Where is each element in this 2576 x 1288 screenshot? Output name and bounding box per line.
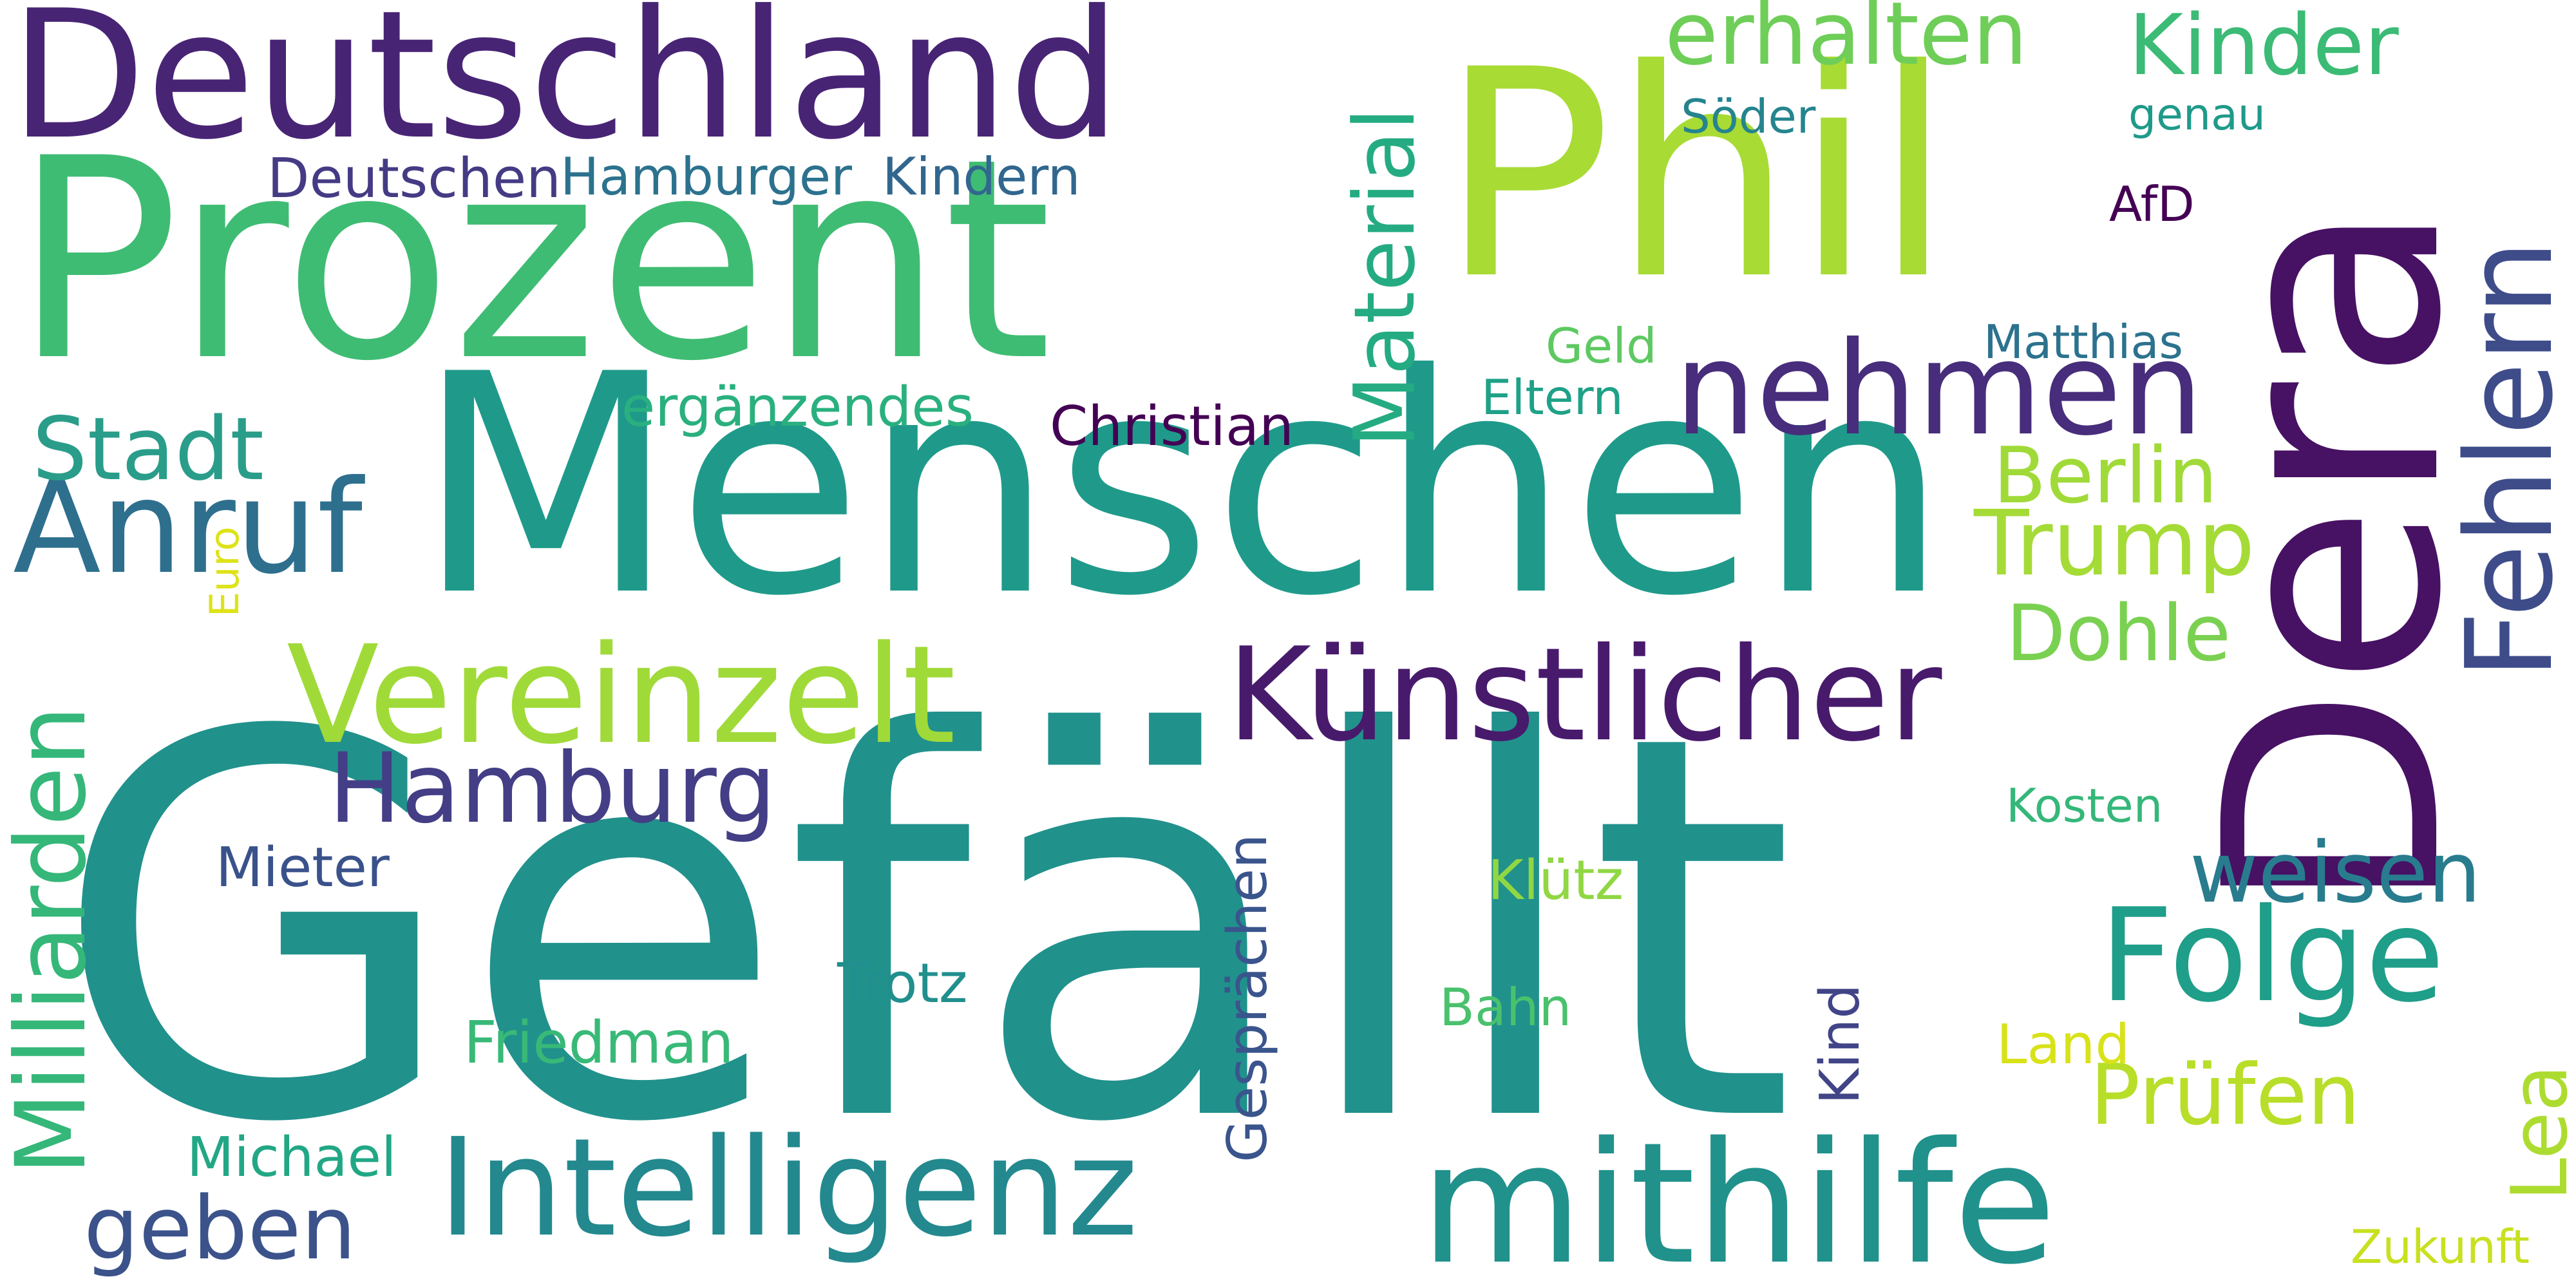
- word-mithilfe: mithilfe: [1420, 1107, 2057, 1288]
- word-michael: Michael: [187, 1126, 397, 1189]
- word-material: Material: [1336, 107, 1434, 448]
- word-phil: Phil: [1439, 8, 1953, 342]
- word-friedman: Friedman: [464, 1009, 734, 1077]
- word-zukunft: Zukunft: [2351, 1220, 2530, 1274]
- word-gespraechen: Gesprächen: [1216, 833, 1280, 1162]
- word-kinder: Kinder: [2128, 0, 2399, 94]
- word-kind: Kind: [1808, 983, 1872, 1104]
- word-ergaenzendes: ergänzendes: [621, 375, 974, 439]
- word-bahn: Bahn: [1439, 978, 1572, 1037]
- word-weisen: weisen: [2190, 824, 2481, 922]
- word-trump: Trump: [1974, 491, 2255, 596]
- word-hamburg: Hamburg: [328, 733, 777, 845]
- word-fehlern: Fehlern: [2440, 240, 2576, 679]
- word-kindern: Kindern: [882, 147, 1081, 207]
- word-trotz: Trotz: [837, 952, 968, 1016]
- word-menschen: Menschen: [415, 310, 1949, 662]
- word-kuenstlicher: Künstlicher: [1227, 620, 1942, 770]
- word-lea: Lea: [2496, 1064, 2576, 1201]
- word-land: Land: [1996, 1013, 2130, 1077]
- word-genau: genau: [2128, 90, 2266, 140]
- word-anruf: Anruf: [13, 453, 363, 603]
- word-dohle: Dohle: [2006, 589, 2231, 679]
- word-soeder: Söder: [1681, 90, 1816, 144]
- word-matthias: Matthias: [1984, 315, 2183, 369]
- word-berlin: Berlin: [1993, 431, 2218, 521]
- word-mieter: Mieter: [216, 836, 390, 900]
- word-folge: Folge: [2099, 881, 2445, 1031]
- word-stadt: Stadt: [32, 399, 264, 500]
- word-kluetz: Klütz: [1488, 849, 1624, 913]
- word-christian: Christian: [1050, 395, 1294, 459]
- word-vereinzelt: Vereinzelt: [287, 616, 956, 774]
- word-deutschen: Deutschen: [267, 147, 562, 211]
- word-nehmen: nehmen: [1674, 314, 2204, 464]
- word-euro: Euro: [201, 526, 248, 617]
- word-geben: geben: [84, 1178, 357, 1279]
- word-kosten: Kosten: [2006, 779, 2163, 833]
- word-deutschland: Deutschland: [10, 0, 1121, 178]
- word-eltern: Eltern: [1481, 369, 1624, 426]
- word-pruefen: Prüfen: [2090, 1046, 2361, 1144]
- word-prozent: Prozent: [13, 100, 1052, 422]
- word-gefaellt: Gefällt: [52, 623, 1796, 1238]
- word-hamburger: Hamburger: [560, 147, 852, 207]
- word-afd: AfD: [2109, 176, 2195, 232]
- word-erhalten: erhalten: [1665, 0, 2028, 84]
- word-geld: Geld: [1546, 317, 1657, 374]
- word-intelligenz: Intelligenz: [438, 1109, 1139, 1267]
- word-milliarden: Milliarden: [0, 705, 108, 1175]
